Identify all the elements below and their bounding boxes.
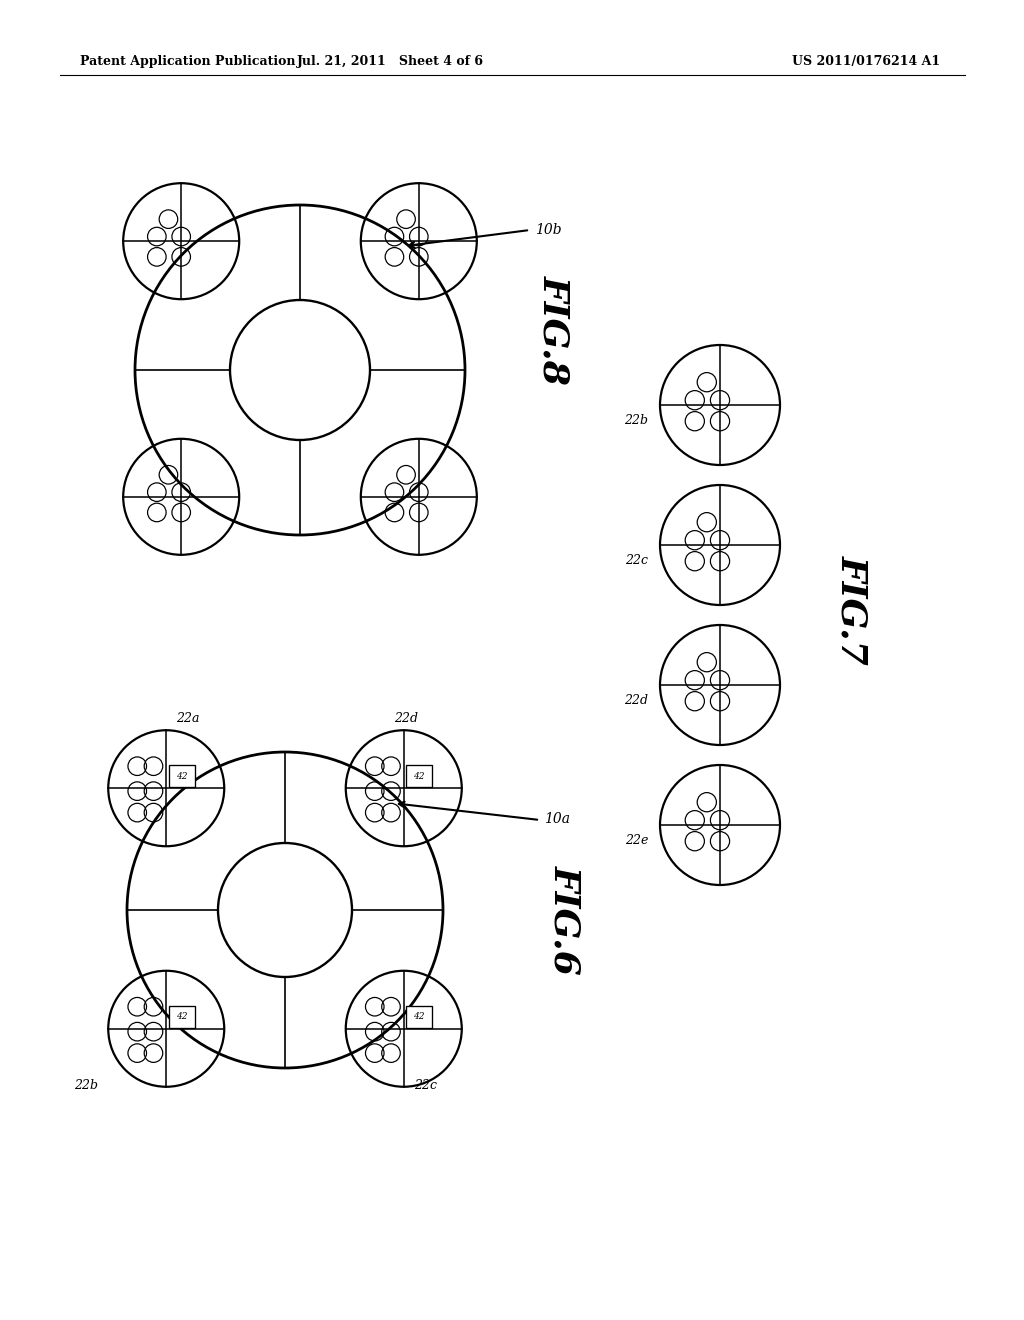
Text: 22b: 22b xyxy=(624,413,648,426)
Text: 10b: 10b xyxy=(535,223,561,238)
Text: Jul. 21, 2011   Sheet 4 of 6: Jul. 21, 2011 Sheet 4 of 6 xyxy=(297,55,483,69)
Text: 22c: 22c xyxy=(625,553,648,566)
Text: 42: 42 xyxy=(176,1012,187,1022)
Text: US 2011/0176214 A1: US 2011/0176214 A1 xyxy=(792,55,940,69)
Text: Patent Application Publication: Patent Application Publication xyxy=(80,55,296,69)
Text: 22c: 22c xyxy=(414,1078,437,1092)
Text: 22d: 22d xyxy=(394,713,418,725)
Bar xyxy=(169,766,195,787)
Text: 22e: 22e xyxy=(625,833,648,846)
Text: 22a: 22a xyxy=(176,713,200,725)
Text: 10a: 10a xyxy=(544,812,570,826)
Text: 22d: 22d xyxy=(624,693,648,706)
Text: 22b: 22b xyxy=(75,1078,98,1092)
Text: 42: 42 xyxy=(176,772,187,780)
Text: FIG.6: FIG.6 xyxy=(548,865,582,975)
Text: 42: 42 xyxy=(414,772,425,780)
Text: FIG.8: FIG.8 xyxy=(537,275,571,385)
Bar xyxy=(169,1006,195,1027)
Bar xyxy=(407,766,432,787)
Bar xyxy=(407,1006,432,1027)
Text: FIG.7: FIG.7 xyxy=(835,556,869,665)
Text: 42: 42 xyxy=(414,1012,425,1022)
